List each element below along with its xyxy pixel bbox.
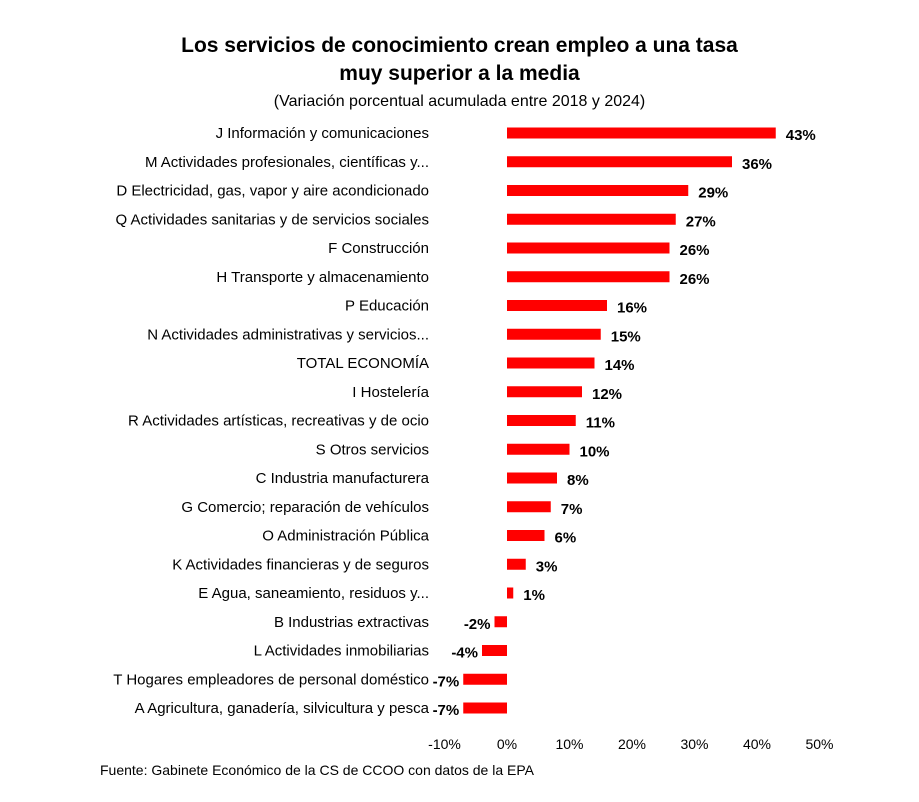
bar (507, 530, 545, 541)
bar (463, 673, 507, 685)
value-label: 27% (686, 213, 716, 230)
value-label: 3% (536, 558, 558, 575)
x-tick-label: 50% (805, 736, 833, 752)
value-label: -2% (464, 616, 491, 633)
value-label: -4% (451, 645, 478, 662)
source-note: Fuente: Gabinete Económico de la CS de C… (100, 762, 534, 778)
bar (507, 185, 689, 196)
bar (507, 242, 670, 254)
category-label: K Actividades financieras y de seguros (172, 556, 429, 573)
category-label: C Industria manufacturera (256, 470, 430, 487)
bar (507, 156, 732, 168)
bar (507, 443, 570, 455)
value-label: 16% (617, 300, 647, 317)
value-label: 36% (742, 156, 772, 173)
category-label: O Administración Pública (262, 528, 429, 545)
bar (507, 415, 576, 426)
x-tick-label: 40% (743, 736, 771, 752)
value-label: 14% (605, 357, 635, 374)
chart-title-line2: muy superior a la media (339, 62, 580, 85)
chart-subtitle: (Variación porcentual acumulada entre 20… (273, 93, 646, 110)
value-label: 8% (567, 472, 589, 489)
x-tick-label: 20% (618, 736, 646, 752)
category-label: G Comercio; reparación de vehículos (181, 499, 429, 516)
bar (507, 357, 595, 369)
bar (507, 558, 526, 570)
bar (507, 501, 551, 513)
category-label: S Otros servicios (316, 441, 429, 458)
value-label: 6% (555, 530, 577, 547)
bar (507, 213, 676, 225)
category-label: N Actividades administrativas y servicio… (147, 326, 429, 343)
value-label: -7% (433, 673, 460, 690)
value-label: 10% (580, 443, 610, 460)
bar (507, 127, 776, 139)
x-tick-label: 10% (555, 736, 583, 752)
category-label: T Hogares empleadores de personal domést… (113, 671, 429, 688)
category-label: M Actividades profesionales, científicas… (145, 154, 429, 171)
value-label: 7% (561, 501, 583, 518)
value-label: 12% (592, 386, 622, 403)
value-label: 1% (523, 587, 545, 604)
category-label: Q Actividades sanitarias y de servicios … (116, 211, 429, 228)
value-label: 43% (786, 127, 816, 144)
x-tick-label: -10% (428, 736, 461, 752)
value-label: 29% (698, 185, 728, 202)
category-label: P Educación (345, 298, 429, 315)
value-label: -7% (433, 702, 460, 719)
x-tick-label: 30% (680, 736, 708, 752)
bar (507, 472, 557, 484)
category-label: D Electricidad, gas, vapor y aire acondi… (116, 183, 429, 200)
value-label: 11% (586, 415, 615, 432)
category-label: E Agua, saneamiento, residuos y... (198, 585, 429, 602)
category-label: R Actividades artísticas, recreativas y … (128, 413, 429, 430)
bar (507, 386, 582, 398)
x-tick-label: 0% (497, 736, 517, 752)
chart-title-line1: Los servicios de conocimiento crean empl… (181, 34, 738, 57)
category-label: I Hostelería (352, 384, 429, 401)
bar (463, 702, 507, 714)
bar (507, 300, 607, 311)
category-label: L Actividades inmobiliarias (254, 643, 429, 660)
category-label: TOTAL ECONOMÍA (297, 355, 429, 372)
category-label: B Industrias extractivas (274, 614, 429, 631)
bar (494, 616, 507, 628)
value-label: 15% (611, 328, 641, 345)
bar (507, 587, 514, 599)
bar (507, 328, 601, 340)
value-label: 26% (680, 242, 710, 259)
value-label: 26% (680, 271, 710, 288)
category-label: H Transporte y almacenamiento (216, 269, 429, 286)
category-label: J Información y comunicaciones (216, 125, 429, 142)
category-label: F Construcción (328, 240, 429, 257)
bar (482, 645, 507, 656)
category-label: A Agricultura, ganadería, silvicultura y… (135, 700, 430, 717)
bar (507, 271, 670, 283)
